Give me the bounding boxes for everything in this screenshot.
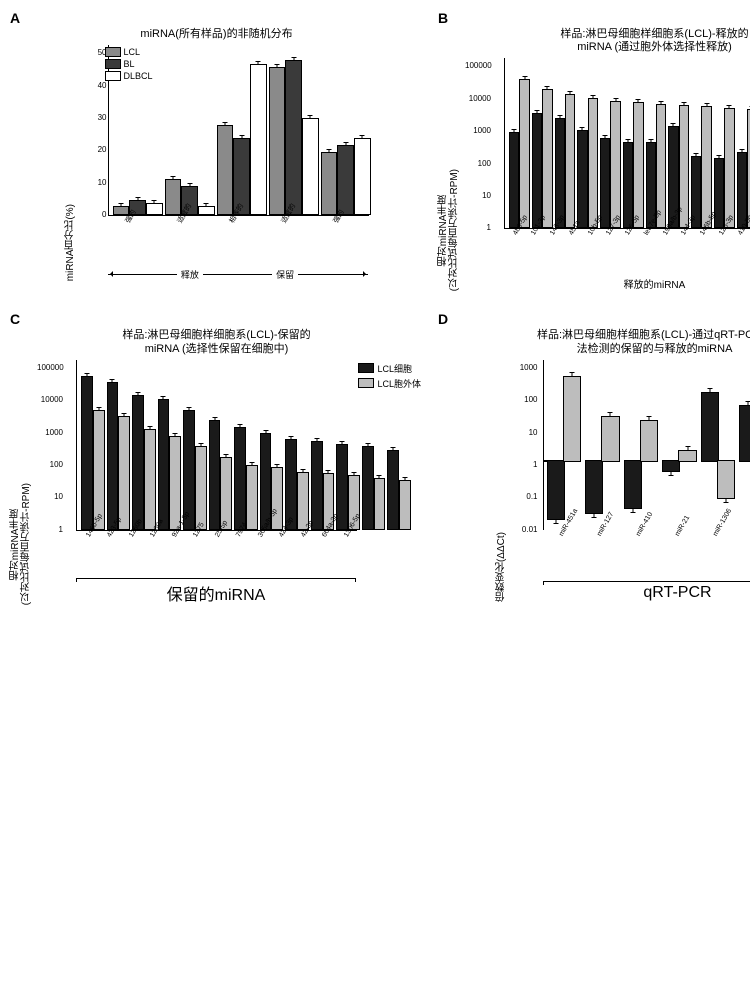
panel-c-ylabel: 相对miRNA丰度 (以对比试每百万读计-RPM)	[10, 483, 32, 605]
panel-a: A miRNA(所有样品)的非随机分布 LCL BL DLBCL miRNA百分…	[10, 10, 423, 291]
panel-d-title: 样品:淋巴母细胞样细胞系(LCL)-通过qRT-PCR方 法检测的保留的与释放的…	[537, 329, 750, 355]
panel-c: C 样品:淋巴母细胞样细胞系(LCL)-保留的 miRNA (选择性保留在细胞中…	[10, 311, 423, 604]
panel-b-label: B	[438, 10, 448, 26]
panel-d-bars	[544, 360, 550, 530]
figure-grid: A miRNA(所有样品)的非随机分布 LCL BL DLBCL miRNA百分…	[10, 10, 740, 605]
panel-c-title1: 样品:淋巴母细胞样细胞系(LCL)-保留的	[122, 329, 310, 341]
panel-c-bracket: 保留的miRNA	[76, 578, 356, 605]
panel-b: B 样品:淋巴母细胞样细胞系(LCL)-释放的 miRNA (通过胞外体选择性释…	[438, 10, 750, 291]
panel-d-plot: 10001001010.10.01	[543, 360, 750, 530]
swatch-bl	[105, 59, 121, 69]
panel-a-legend: LCL BL DLBCL	[105, 47, 153, 81]
swatch-lcl	[105, 47, 121, 57]
panel-a-release: 释放	[177, 268, 203, 281]
panel-d-yticks: 10001001010.10.01	[512, 360, 538, 530]
panel-b-title: 样品:淋巴母细胞样细胞系(LCL)-释放的 miRNA (通过胞外体选择性释放)	[560, 28, 748, 54]
panel-d-title1: 样品:淋巴母细胞样细胞系(LCL)-通过qRT-PCR方	[537, 329, 750, 341]
panel-d-title2: 法检测的保留的与释放的miRNA	[577, 343, 733, 355]
panel-b-title1: 样品:淋巴母细胞样细胞系(LCL)-释放的	[560, 28, 748, 40]
legend-bl: BL	[124, 59, 135, 69]
panel-c-plot: 100000100001000100101	[76, 360, 357, 531]
swatch-dlbcl	[105, 71, 121, 81]
panel-c-legend: LCL细胞 LCL胞外体	[358, 362, 421, 390]
panel-d-ylabel: 倍数变化(ΔΔCt)	[496, 532, 507, 602]
panel-b-xaxis-title: 释放的miRNA	[504, 276, 750, 291]
panel-b-title2: miRNA (通过胞外体选择性释放)	[577, 41, 732, 53]
panel-b-bars	[505, 58, 750, 228]
panel-b-ylabel: 相对miRNA丰度 (以对比试每百万读计-RPM)	[438, 169, 460, 291]
panel-c-title: 样品:淋巴母细胞样细胞系(LCL)-保留的 miRNA (选择性保留在细胞中)	[122, 329, 310, 355]
panel-d-xaxis-title: qRT-PCR	[643, 584, 711, 601]
panel-b-plot: 100000100001000100101	[504, 58, 750, 229]
panel-c-yticks: 100000100001000100101	[37, 360, 63, 530]
panel-c-label: C	[10, 311, 20, 327]
panel-b-yticks: 100000100001000100101	[465, 58, 491, 228]
panel-d-xlabels: miR-451amiR-127miR-410miR-21miR-1306miR-…	[543, 530, 750, 541]
panel-a-title: miRNA(所有样品)的非随机分布	[140, 28, 292, 41]
panel-a-retain: 保留	[272, 268, 298, 281]
panel-d-bracket: qRT-PCR	[543, 581, 750, 602]
panel-a-label: A	[10, 10, 20, 26]
panel-a-yticks: 50403020100	[81, 45, 107, 215]
panel-c-title2: miRNA (选择性保留在细胞中)	[145, 343, 289, 355]
panel-c-xlabels: 146b-5p423-5p1260b1260a92a-1-5p127525-5p…	[76, 531, 357, 542]
panel-a-xlabels: 强的适度的相等的适度的强的	[108, 216, 369, 230]
legend-dlbcl: DLBCL	[124, 71, 153, 81]
legend-c-exo: LCL胞外体	[377, 377, 421, 390]
panel-b-xlabels: 486-5p101-3p143-3p451a10b-5p127-3p126-5p…	[504, 229, 750, 240]
panel-a-ylabel: miRNA百分比(%)	[65, 204, 76, 281]
swatch-c-exo	[358, 378, 374, 388]
legend-lcl: LCL	[124, 47, 141, 57]
panel-a-arrow: 释放 保留	[108, 268, 368, 281]
panel-d-label: D	[438, 311, 448, 327]
swatch-c-cell	[358, 363, 374, 373]
panel-c-xaxis-title: 保留的miRNA	[167, 587, 266, 604]
panel-d: D 样品:淋巴母细胞样细胞系(LCL)-通过qRT-PCR方 法检测的保留的与释…	[438, 311, 750, 604]
legend-c-cell: LCL细胞	[377, 362, 412, 375]
